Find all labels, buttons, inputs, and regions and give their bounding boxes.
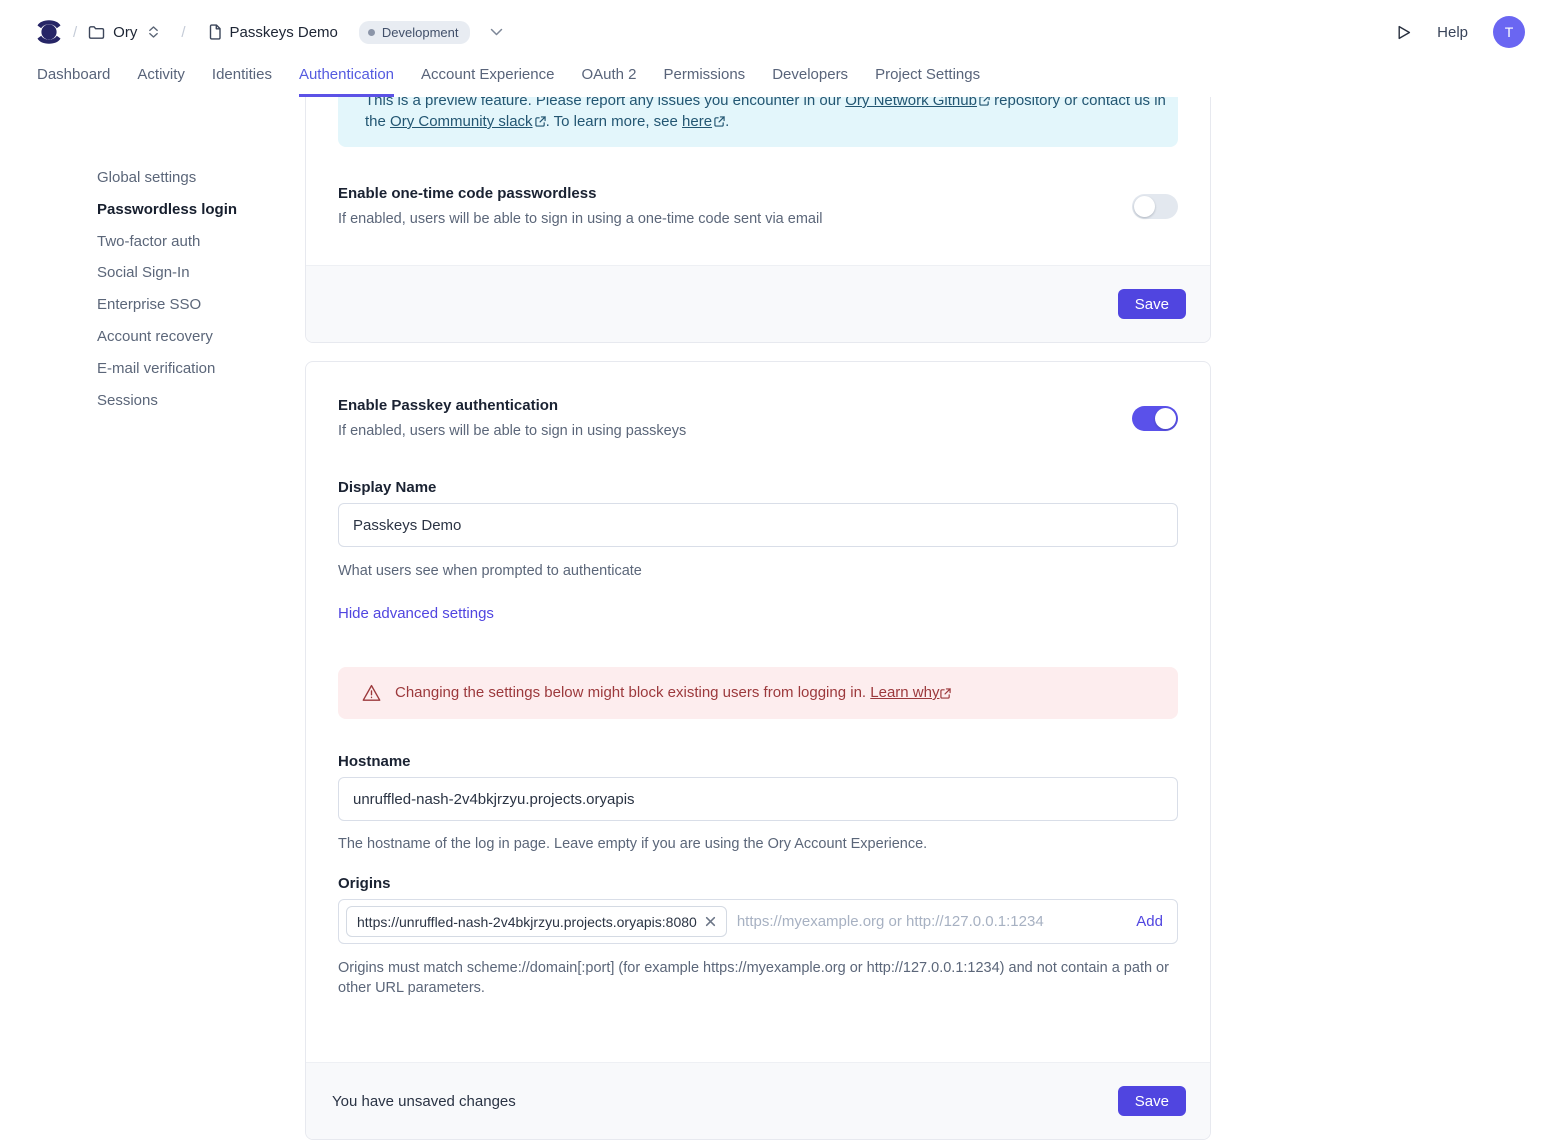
passkey-card: Enable Passkey authentication If enabled…: [305, 361, 1211, 1140]
banner-text: the: [365, 113, 391, 130]
sidebar-item-account-recovery[interactable]: Account recovery: [97, 327, 213, 345]
tab-project-settings[interactable]: Project Settings: [875, 66, 981, 83]
main-nav-tabs: Dashboard Activity Identities Authentica…: [0, 64, 1547, 97]
environment-dot-icon: [367, 28, 375, 36]
origins-help: Origins must match scheme://domain[:port…: [338, 960, 1169, 996]
main-content: This is a preview feature. Please report…: [305, 40, 1211, 1140]
origins-input[interactable]: [736, 913, 1125, 930]
play-icon[interactable]: [1396, 24, 1412, 41]
learn-why-link[interactable]: Learn why: [870, 682, 952, 704]
learn-more-here-link[interactable]: here: [682, 111, 725, 132]
save-button[interactable]: Save: [1117, 1086, 1186, 1116]
document-icon: [209, 24, 221, 40]
sidebar-item-enterprise-sso[interactable]: Enterprise SSO: [97, 296, 202, 314]
breadcrumb-separator: /: [73, 23, 78, 41]
remove-origin-icon[interactable]: [705, 916, 716, 927]
settings-sidebar: Global settings Passwordless login Two-f…: [97, 168, 297, 422]
display-name-input[interactable]: [338, 503, 1178, 547]
unfold-icon: [149, 26, 159, 38]
warning-text: Changing the settings below might block …: [395, 684, 871, 701]
ory-community-slack-link[interactable]: Ory Community slack: [390, 111, 546, 132]
sidebar-item-passwordless-login[interactable]: Passwordless login: [97, 200, 238, 218]
banner-line-2: the Ory Community slack. To learn more, …: [365, 111, 1154, 132]
save-button[interactable]: Save: [1117, 289, 1186, 319]
help-link[interactable]: Help: [1437, 23, 1468, 41]
warning-icon: [362, 684, 381, 701]
toggle-knob: [1155, 408, 1176, 429]
sidebar-item-two-factor-auth[interactable]: Two-factor auth: [97, 232, 201, 250]
chevron-down-icon[interactable]: [490, 28, 503, 36]
toggle-knob: [1134, 196, 1155, 217]
sidebar-item-global-settings[interactable]: Global settings: [97, 169, 197, 186]
environment-badge: Development: [358, 20, 470, 44]
sidebar-item-email-verification[interactable]: E-mail verification: [97, 359, 216, 377]
one-time-code-title: Enable one-time code passwordless: [338, 185, 597, 202]
one-time-code-subtitle: If enabled, users will be able to sign i…: [338, 211, 823, 227]
tab-account-experience[interactable]: Account Experience: [421, 66, 555, 83]
workspace-switcher[interactable]: Ory: [88, 24, 159, 41]
external-link-icon: [940, 687, 952, 699]
tab-developers[interactable]: Developers: [772, 66, 849, 83]
external-link-icon: [534, 116, 546, 127]
avatar[interactable]: T: [1493, 16, 1525, 48]
origins-input-box[interactable]: https://unruffled-nash-2v4bkjrzyu.projec…: [338, 899, 1178, 944]
origin-chip-text: https://unruffled-nash-2v4bkjrzyu.projec…: [357, 913, 697, 930]
external-link-icon: [714, 116, 725, 127]
app-header: / Ory / Passkeys Demo Development Help T…: [0, 0, 1547, 97]
ory-logo[interactable]: [36, 16, 62, 48]
sidebar-item-social-sign-in[interactable]: Social Sign-In: [97, 264, 190, 282]
passkey-subtitle: If enabled, users will be able to sign i…: [338, 423, 687, 439]
display-name-label: Display Name: [338, 479, 437, 496]
warning-banner: Changing the settings below might block …: [338, 667, 1178, 719]
display-name-help: What users see when prompted to authenti…: [338, 563, 642, 579]
hostname-help: The hostname of the log in page. Leave e…: [338, 836, 928, 852]
passkey-title: Enable Passkey authentication: [338, 397, 559, 414]
hostname-label: Hostname: [338, 753, 411, 770]
folder-icon: [88, 25, 105, 39]
tab-identities[interactable]: Identities: [211, 66, 272, 83]
project-name: Passkeys Demo: [229, 23, 338, 41]
banner-text: . To learn more, see: [545, 113, 683, 130]
tab-oauth2[interactable]: OAuth 2: [581, 66, 637, 83]
warning-text-wrap: Changing the settings below might block …: [395, 682, 952, 704]
tab-activity[interactable]: Activity: [137, 66, 185, 83]
passkey-toggle[interactable]: [1132, 406, 1178, 431]
tab-authentication[interactable]: Authentication: [298, 64, 395, 97]
breadcrumb-separator: /: [181, 23, 186, 41]
origins-label: Origins: [338, 875, 391, 892]
unsaved-changes-text: You have unsaved changes: [332, 1092, 516, 1110]
top-bar: / Ory / Passkeys Demo Development Help T: [0, 0, 1547, 64]
tab-dashboard[interactable]: Dashboard: [37, 66, 111, 83]
project-switcher[interactable]: Passkeys Demo Development: [208, 20, 503, 44]
origin-chip: https://unruffled-nash-2v4bkjrzyu.projec…: [346, 906, 727, 937]
hostname-input[interactable]: [338, 777, 1178, 821]
workspace-name: Ory: [113, 23, 138, 41]
banner-text: .: [725, 113, 730, 130]
sidebar-item-sessions[interactable]: Sessions: [97, 391, 158, 409]
environment-label: Development: [381, 24, 459, 40]
one-time-code-toggle[interactable]: [1132, 194, 1178, 219]
hide-advanced-settings-link[interactable]: Hide advanced settings: [338, 605, 494, 622]
tab-permissions[interactable]: Permissions: [663, 66, 746, 83]
add-origin-button[interactable]: Add: [1136, 913, 1163, 930]
